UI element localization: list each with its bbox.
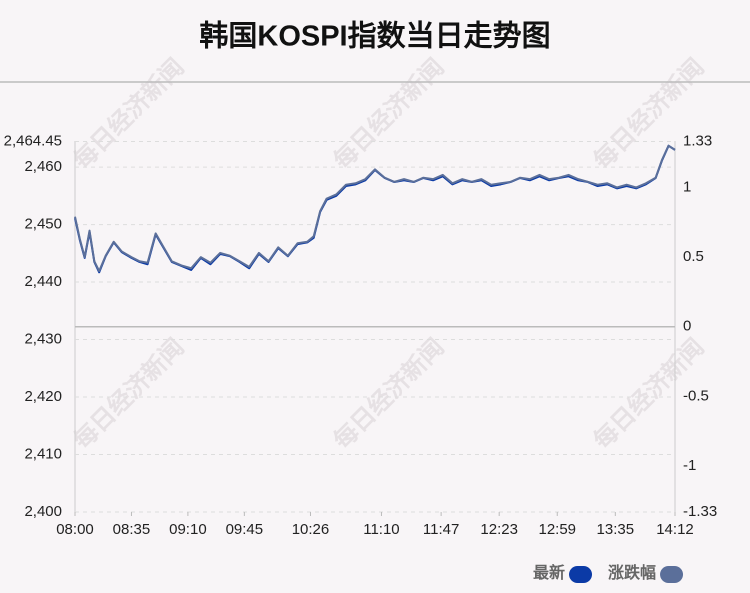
y-tick-label: 2,450 xyxy=(24,216,62,233)
y2-tick-label: 0 xyxy=(683,318,691,335)
y2-tick-label: -1.33 xyxy=(683,503,717,520)
y2-tick-label: 0.5 xyxy=(683,248,704,265)
x-tick-label: 13:35 xyxy=(597,521,635,538)
legend-label: 涨跌幅 xyxy=(608,563,656,582)
y-tick-label: 2,464.45 xyxy=(4,132,62,149)
y-tick-label: 2,420 xyxy=(24,388,62,405)
x-tick-label: 11:47 xyxy=(423,521,459,538)
y-tick-label: 2,440 xyxy=(24,273,62,290)
x-tick-label: 08:00 xyxy=(56,521,94,538)
x-tick-label: 11:10 xyxy=(363,521,399,538)
x-tick-label: 08:35 xyxy=(113,521,151,538)
chart-title: 韩国KOSPI指数当日走势图 xyxy=(199,20,550,53)
series-line xyxy=(74,144,676,273)
x-tick-label: 10:26 xyxy=(292,521,330,538)
x-tick-label: 09:10 xyxy=(169,521,207,538)
x-tick-label: 12:23 xyxy=(480,521,518,538)
y-tick-label: 2,460 xyxy=(24,158,62,175)
y-tick-label: 2,430 xyxy=(24,331,62,348)
x-tick-label: 14:12 xyxy=(656,521,694,538)
y-tick-label: 2,400 xyxy=(24,503,62,520)
x-tick-label: 12:59 xyxy=(538,521,576,538)
y2-tick-label: 1.33 xyxy=(683,132,712,149)
legend-swatch xyxy=(660,566,684,583)
y2-tick-label: -1 xyxy=(683,457,696,474)
y2-tick-label: -0.5 xyxy=(683,387,709,404)
y-tick-label: 2,410 xyxy=(24,445,62,462)
legend-swatch xyxy=(569,566,593,583)
legend-label: 最新 xyxy=(533,563,565,582)
x-tick-label: 09:45 xyxy=(226,521,264,538)
y2-tick-label: 1 xyxy=(683,178,691,195)
